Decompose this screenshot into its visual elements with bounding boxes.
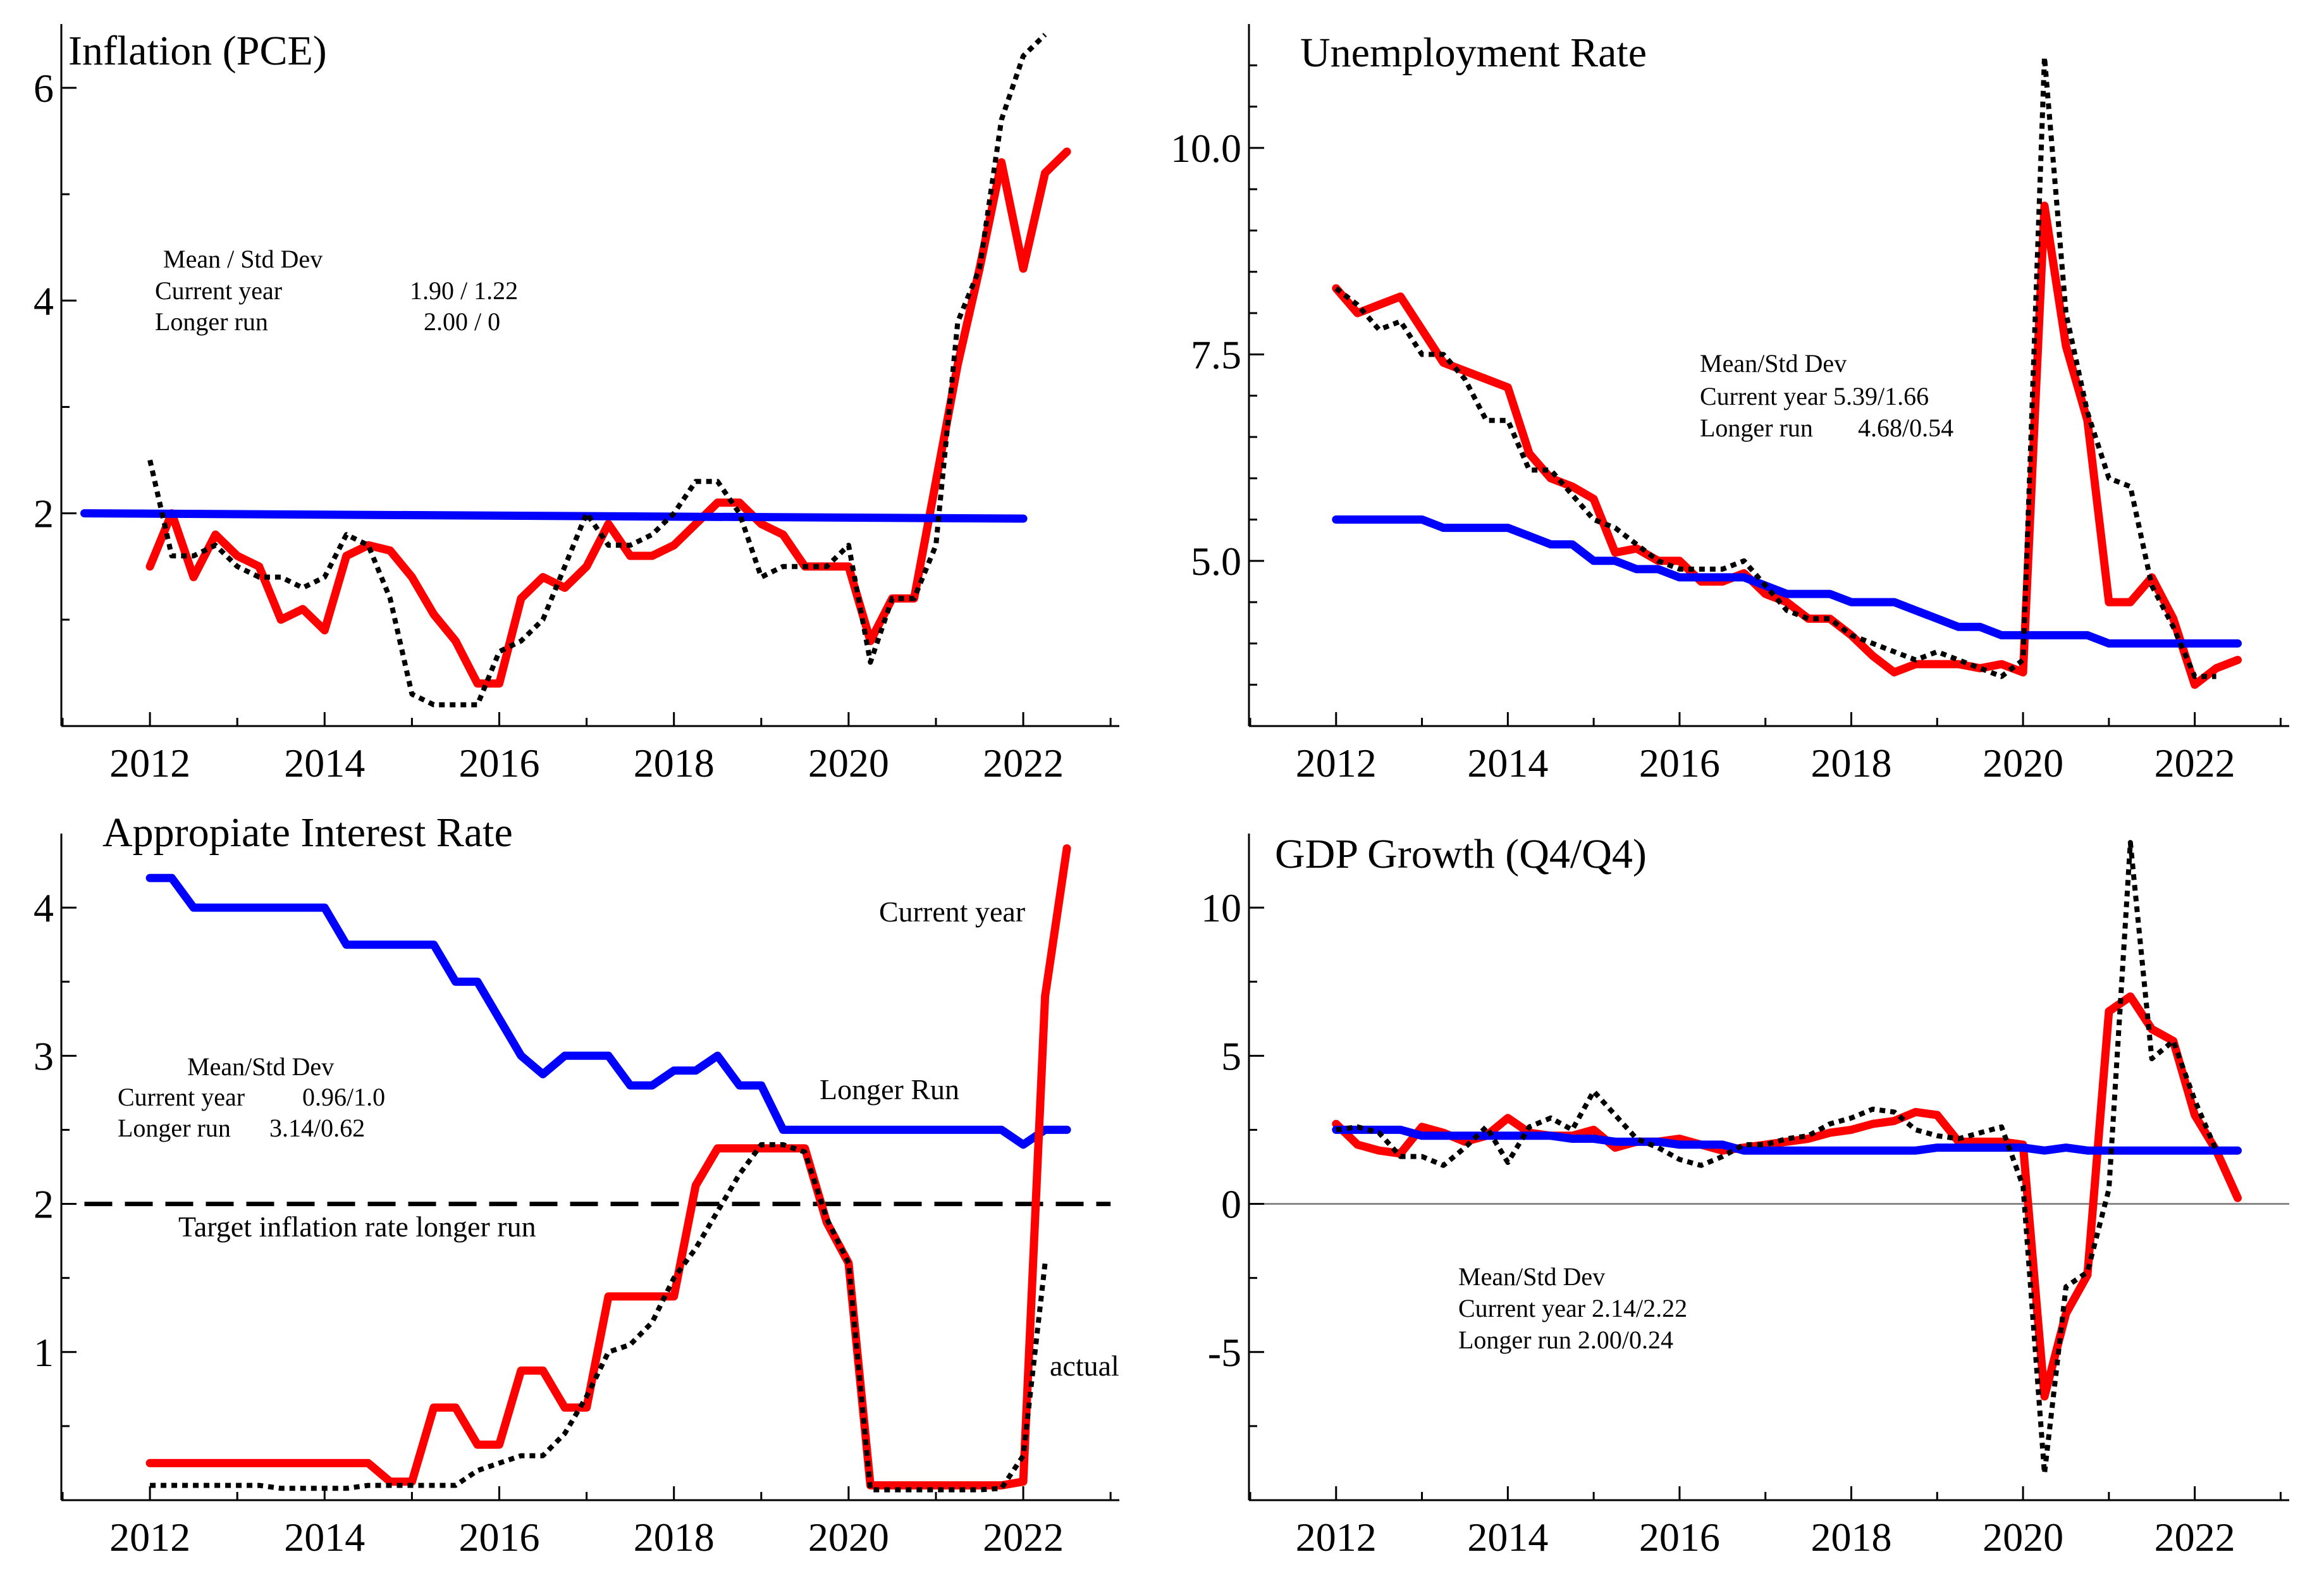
interest-x-tick-label: 2018 bbox=[634, 1515, 715, 1560]
interest-stats-longer-value: 3.14/0.62 bbox=[269, 1114, 365, 1142]
inflation-y-tick-label: 6 bbox=[34, 66, 54, 111]
interest-plot-layer: 2012 2014 2016 2018 2020 2022 1 2 3 4 bbox=[34, 834, 1119, 1560]
gdp-x-tick-label: 2020 bbox=[1983, 1515, 2063, 1560]
gdp-x-tick-label: 2022 bbox=[2155, 1515, 2235, 1560]
unemployment-series-current bbox=[1332, 201, 2242, 689]
interest-y-tick-label: 1 bbox=[34, 1330, 54, 1375]
inflation-series-actual bbox=[147, 32, 1047, 708]
gdp-stats-current: Current year 2.14/2.22 bbox=[1458, 1294, 1687, 1322]
inflation-x-tick-label: 2016 bbox=[458, 741, 539, 786]
gdp-y-tick-label: 0 bbox=[1221, 1182, 1241, 1227]
inflation-stats-longer-label: Longer run bbox=[155, 307, 268, 336]
gdp-x-tick-label: 2018 bbox=[1811, 1515, 1891, 1560]
inflation-y-tick-label: 2 bbox=[34, 491, 54, 536]
unemployment-x-tick-label: 2016 bbox=[1639, 741, 1720, 786]
interest-stats-longer-label: Longer run bbox=[118, 1114, 231, 1142]
gdp-x-tick-label: 2014 bbox=[1467, 1515, 1548, 1560]
unemployment-series-actual bbox=[1334, 54, 2216, 679]
interest-annot-actual: actual bbox=[1050, 1350, 1119, 1382]
inflation-series-longer bbox=[80, 509, 1028, 523]
unemployment-title: Unemployment Rate bbox=[1300, 30, 1647, 76]
unemployment-stats-longer-label: Longer run bbox=[1700, 414, 1813, 442]
unemployment-stats-longer-value: 4.68/0.54 bbox=[1858, 414, 1953, 442]
interest-annot-current-year: Current year bbox=[879, 896, 1025, 928]
inflation-stats-heading: Mean / Std Dev bbox=[163, 245, 323, 273]
gdp-series-actual bbox=[1336, 840, 2219, 1476]
inflation-x-tick-label: 2012 bbox=[109, 741, 190, 786]
inflation-stats-current-label: Current year bbox=[155, 276, 282, 305]
interest-y-tick-label: 3 bbox=[34, 1033, 54, 1078]
unemployment-y-tick-label: 10.0 bbox=[1171, 126, 1241, 171]
interest-panel: 2012 2014 2016 2018 2020 2022 1 2 3 4 Appropiate … bbox=[34, 810, 1119, 1560]
inflation-stats-longer-value: 2.00 / 0 bbox=[424, 307, 500, 336]
interest-x-tick-label: 2012 bbox=[109, 1515, 190, 1560]
gdp-panel: 2012 2014 2016 2018 2020 2022 -5 0 5 10 GDP Growt… bbox=[1201, 831, 2289, 1560]
inflation-x-tick-label: 2018 bbox=[634, 741, 715, 786]
inflation-x-tick-label: 2022 bbox=[983, 741, 1064, 786]
interest-y-tick-label: 2 bbox=[34, 1182, 54, 1227]
inflation-stats-current-value: 1.90 / 1.22 bbox=[410, 276, 518, 305]
interest-y-tick-label: 4 bbox=[34, 885, 54, 930]
interest-x-tick-label: 2016 bbox=[458, 1515, 539, 1560]
unemployment-x-tick-label: 2022 bbox=[2155, 741, 2235, 786]
interest-x-tick-label: 2020 bbox=[808, 1515, 889, 1560]
unemployment-stats: Mean/Std Dev Current year 5.39/1.66 Long… bbox=[1700, 349, 1953, 442]
unemployment-x-tick-label: 2014 bbox=[1467, 741, 1548, 786]
unemployment-panel: 2012 2014 2016 2018 2020 2022 5.0 7.5 10.0 Unemp… bbox=[1171, 24, 2289, 786]
unemployment-y-tick-label: 7.5 bbox=[1191, 332, 1241, 377]
inflation-x-tick-label: 2014 bbox=[284, 741, 365, 786]
unemployment-x-tick-label: 2020 bbox=[1983, 741, 2063, 786]
interest-stats-heading: Mean/Std Dev bbox=[187, 1052, 334, 1081]
gdp-stats-longer: Longer run 2.00/0.24 bbox=[1458, 1326, 1673, 1354]
inflation-x-tick-label: 2020 bbox=[808, 741, 889, 786]
gdp-plot-layer: 2012 2014 2016 2018 2020 2022 -5 0 5 10 bbox=[1201, 834, 2289, 1560]
unemployment-y-tick-label: 5.0 bbox=[1191, 539, 1241, 584]
unemployment-plot-layer: 2012 2014 2016 2018 2020 2022 5.0 7.5 10.0 bbox=[1171, 24, 2289, 786]
interest-series-actual bbox=[150, 1142, 1048, 1493]
unemployment-stats-current: Current year 5.39/1.66 bbox=[1700, 382, 1929, 410]
unemployment-x-tick-label: 2018 bbox=[1811, 741, 1891, 786]
gdp-x-tick-label: 2016 bbox=[1639, 1515, 1720, 1560]
gdp-y-tick-label: -5 bbox=[1208, 1330, 1241, 1375]
inflation-plot-layer: 2012 2014 2016 2018 2020 2022 2 4 6 bbox=[34, 24, 1119, 786]
interest-series-longer bbox=[145, 873, 1071, 1149]
gdp-title: GDP Growth (Q4/Q4) bbox=[1275, 831, 1647, 877]
interest-title: Appropiate Interest Rate bbox=[102, 810, 513, 856]
interest-annot-target: Target inflation rate longer run bbox=[178, 1211, 536, 1243]
inflation-y-tick-label: 4 bbox=[34, 278, 54, 323]
gdp-stats: Mean/Std Dev Current year 2.14/2.22 Long… bbox=[1458, 1262, 1687, 1354]
gdp-y-tick-label: 5 bbox=[1221, 1033, 1241, 1078]
gdp-y-tick-label: 10 bbox=[1201, 885, 1241, 930]
interest-annot-longer-run: Longer Run bbox=[820, 1073, 959, 1106]
inflation-panel: 2012 2014 2016 2018 2020 2022 2 4 6 Inflation (P… bbox=[34, 24, 1119, 786]
gdp-x-tick-label: 2012 bbox=[1296, 1515, 1377, 1560]
unemployment-series-longer bbox=[1332, 515, 2242, 648]
interest-x-tick-label: 2022 bbox=[983, 1515, 1064, 1560]
interest-stats-current-label: Current year bbox=[118, 1083, 245, 1111]
interest-stats-current-value: 0.96/1.0 bbox=[302, 1083, 385, 1111]
interest-series-current bbox=[145, 844, 1071, 1490]
unemployment-x-tick-label: 2012 bbox=[1296, 741, 1377, 786]
interest-x-tick-label: 2014 bbox=[284, 1515, 365, 1560]
interest-stats: Mean/Std Dev Current year 0.96/1.0 Longe… bbox=[118, 1052, 385, 1142]
unemployment-stats-heading: Mean/Std Dev bbox=[1700, 349, 1847, 378]
gdp-stats-heading: Mean/Std Dev bbox=[1458, 1262, 1605, 1291]
inflation-title: Inflation (PCE) bbox=[68, 28, 327, 74]
inflation-stats: Mean / Std Dev Current year 1.90 / 1.22 … bbox=[155, 245, 518, 336]
gdp-series-longer bbox=[1332, 1125, 2242, 1155]
